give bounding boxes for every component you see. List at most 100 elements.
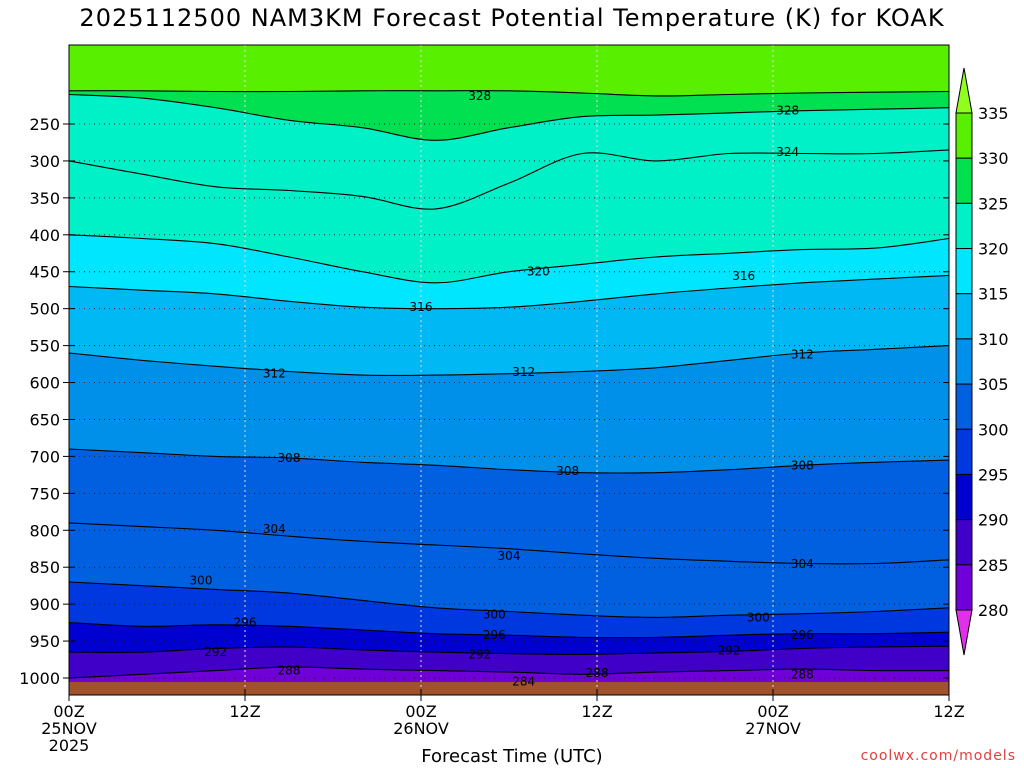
y-tick-label-600: 600	[29, 374, 60, 393]
contour-label-27: 284	[512, 675, 535, 689]
x-tick-label-48-1: 27NOV	[745, 719, 801, 738]
contour-label-5: 316	[410, 300, 433, 314]
contour-label-3: 320	[527, 265, 550, 279]
contour-label-14: 304	[791, 557, 814, 571]
x-tick-label-24-1: 26NOV	[393, 719, 449, 738]
theta-band-304	[69, 449, 949, 564]
colorbar-bin-320	[955, 202, 973, 250]
isentrope-304	[69, 522, 949, 565]
colorbar-label-315: 315	[978, 285, 1009, 304]
theta-band-324	[69, 94, 949, 210]
x-tick-label-36-0: 12Z	[581, 702, 612, 721]
theta-fill-layer	[69, 45, 949, 695]
colorbar-label-290: 290	[978, 511, 1009, 530]
axis-layer: 250 300 350 400 450 500 550 600 650 700 750 800 850 9…	[19, 115, 964, 755]
colorbar-bin-295	[955, 428, 973, 475]
contour-label-13: 304	[498, 549, 521, 563]
colorbar: 335 330 325 320 315 310 305 300 295 290 285 280	[955, 67, 1009, 656]
isentrope-300	[69, 581, 949, 618]
contour-label-11: 308	[791, 458, 814, 472]
x-tick-label-0-1: 25NOV	[41, 719, 97, 738]
isentrope-312	[69, 345, 949, 377]
colorbar-label-280: 280	[978, 601, 1009, 620]
y-tick-label-350: 350	[29, 189, 60, 208]
theta-band-312	[69, 275, 949, 376]
y-tick-label-450: 450	[29, 263, 60, 282]
theta-band-320	[69, 149, 949, 283]
colorbar-label-305: 305	[978, 375, 1009, 394]
contour-label-16: 300	[483, 607, 506, 621]
contour-label-8: 312	[791, 347, 814, 361]
contour-label-6: 312	[263, 367, 286, 381]
contour-label-0: 328	[468, 89, 491, 103]
y-tick-label-900: 900	[29, 595, 60, 614]
colorbar-bin-315	[955, 248, 973, 295]
contour-label-12: 304	[263, 522, 286, 536]
colorbar-label-330: 330	[978, 149, 1009, 168]
y-tick-label-800: 800	[29, 521, 60, 540]
contour-label-17: 300	[747, 610, 770, 624]
contour-label-layer: 328 328 324 320 316 316 312 312 312 308 308 308 304 3…	[190, 89, 814, 689]
isentrope-320	[69, 234, 949, 284]
contour-label-2: 324	[776, 145, 799, 159]
isentrope-324	[69, 149, 949, 210]
colorbar-label-325: 325	[978, 194, 1009, 213]
isentrope-292	[69, 645, 949, 655]
colorbar-bin-285	[955, 519, 973, 566]
theta-band-308	[69, 345, 949, 473]
y-tick-label-1000: 1000	[19, 669, 60, 688]
theta-band-332	[69, 45, 949, 96]
contour-label-15: 300	[190, 573, 213, 587]
y-tick-label-500: 500	[29, 300, 60, 319]
plot-frame	[68, 44, 950, 696]
colorbar-label-295: 295	[978, 465, 1009, 484]
contour-label-10: 308	[556, 464, 579, 478]
colorbar-bin-280	[955, 564, 973, 611]
contour-label-18: 296	[234, 616, 257, 630]
theta-band-296	[69, 582, 949, 638]
colorbar-cap-top	[955, 67, 973, 114]
colorbar-label-310: 310	[978, 330, 1009, 349]
credit-link[interactable]: coolwx.com/models	[860, 748, 1016, 764]
x-tick-label-0-2: 2025	[49, 736, 90, 755]
x-tick-label-48-0: 00Z	[757, 702, 788, 721]
contour-label-7: 312	[512, 365, 535, 379]
chart-title: 2025112500 NAM3KM Forecast Potential Tem…	[79, 4, 945, 32]
theta-band-300	[69, 522, 949, 618]
colorbar-bin-325	[955, 157, 973, 204]
y-tick-label-300: 300	[29, 152, 60, 171]
contour-label-1: 328	[776, 104, 799, 118]
isentrope-layer	[69, 90, 949, 679]
isentrope-296	[69, 622, 949, 639]
isentrope-288	[69, 666, 949, 679]
x-tick-label-60-0: 12Z	[933, 702, 964, 721]
colorbar-label-285: 285	[978, 556, 1009, 575]
theta-band-328	[69, 90, 949, 141]
colorbar-cap-bottom	[955, 609, 973, 656]
y-tick-label-750: 750	[29, 484, 60, 503]
x-axis-label: Forecast Time (UTC)	[421, 746, 603, 767]
isentrope-308	[69, 448, 949, 474]
y-tick-label-700: 700	[29, 447, 60, 466]
contour-label-24: 288	[278, 664, 301, 678]
isentrope-328	[69, 93, 949, 141]
y-tick-label-650: 650	[29, 410, 60, 429]
y-tick-label-850: 850	[29, 558, 60, 577]
contour-label-20: 296	[791, 628, 814, 642]
y-tick-label-950: 950	[29, 632, 60, 651]
colorbar-bin-305	[955, 338, 973, 385]
y-tick-label-400: 400	[29, 226, 60, 245]
contour-label-26: 288	[791, 667, 814, 681]
isentrope-332	[69, 90, 949, 97]
colorbar-label-300: 300	[978, 420, 1009, 439]
y-tick-label-550: 550	[29, 337, 60, 356]
terrain-band	[69, 682, 949, 695]
colorbar-label-335: 335	[978, 104, 1009, 123]
colorbar-bin-300	[955, 383, 973, 430]
contour-label-25: 288	[586, 666, 609, 680]
colorbar-bin-290	[955, 473, 973, 521]
colorbar-bin-310	[955, 293, 973, 340]
contour-label-4: 316	[732, 269, 755, 283]
y-tick-label-250: 250	[29, 115, 60, 134]
